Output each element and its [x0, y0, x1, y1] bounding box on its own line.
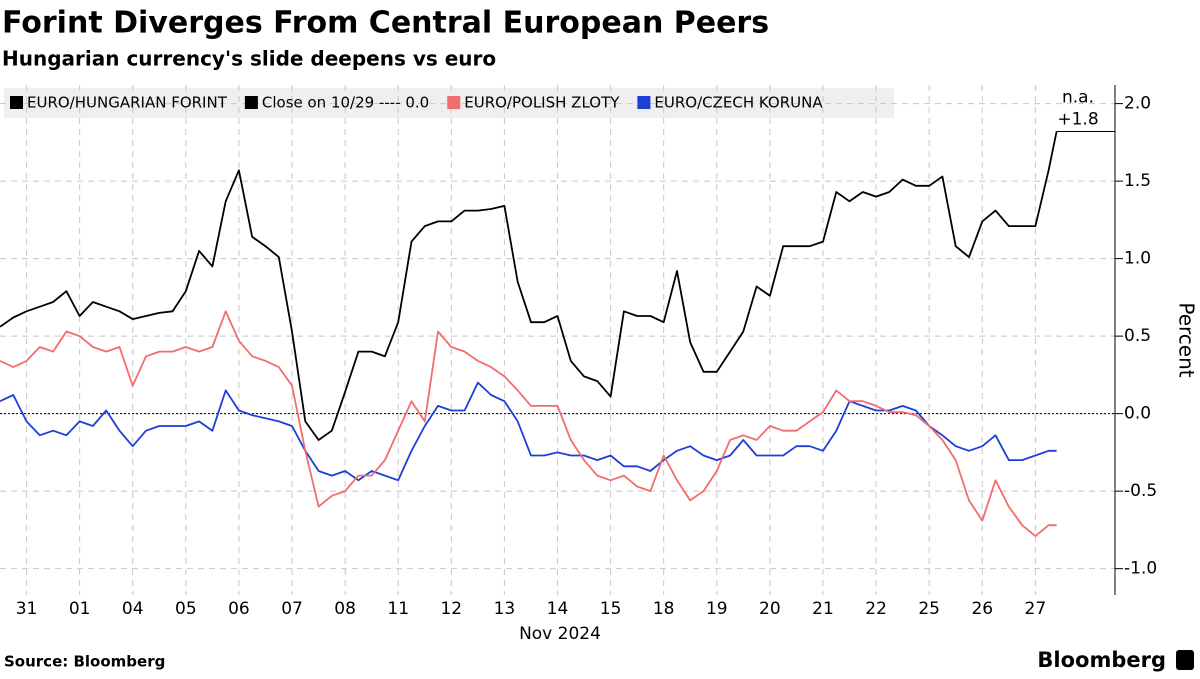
y-axis-label: Percent [1175, 302, 1199, 377]
x-tick-label: 27 [1025, 599, 1047, 619]
y-tick-label: -0.5 [1124, 481, 1157, 501]
x-tick-label: 15 [600, 599, 622, 619]
x-tick-label: 31 [16, 599, 38, 619]
source: Source: Bloomberg [4, 653, 165, 671]
y-tick-label: 0.0 [1124, 404, 1151, 424]
x-tick-label: 08 [334, 599, 356, 619]
y-tick-label: 1.0 [1124, 249, 1151, 269]
legend-swatch [637, 96, 651, 109]
x-tick-label: 12 [440, 599, 462, 619]
end-label: +1.8 [1057, 110, 1098, 130]
x-tick-label: 13 [494, 599, 516, 619]
y-tick-label: 0.5 [1124, 326, 1151, 346]
x-tick-label: 26 [971, 599, 993, 619]
series-line [0, 310, 1057, 537]
x-tick-label: 19 [706, 599, 728, 619]
x-tick-label: 07 [281, 599, 303, 619]
grid [0, 85, 1115, 595]
y-tick-label: -1.0 [1124, 559, 1157, 579]
x-tick-label: 05 [175, 599, 197, 619]
legend-swatch [244, 96, 258, 109]
x-tick-label: 20 [759, 599, 781, 619]
legend-label: EURO/POLISH ZLOTY [464, 94, 620, 112]
series-line [0, 381, 1057, 482]
x-tick-label: 04 [122, 599, 144, 619]
brand-icon [1176, 650, 1194, 670]
legend-swatch [10, 96, 23, 109]
x-tick-label: 22 [865, 599, 887, 619]
legend-swatch [447, 96, 461, 109]
legend-label: EURO/CZECH KORUNA [654, 94, 823, 112]
chart-subtitle: Hungarian currency's slide deepens vs eu… [2, 47, 496, 71]
x-tick-label: 06 [228, 599, 250, 619]
x-tick-label: 25 [918, 599, 940, 619]
end-label: n.a. [1062, 88, 1094, 108]
x-tick-label: 14 [547, 599, 569, 619]
chart-title: Forint Diverges From Central European Pe… [2, 6, 769, 41]
legend-label: EURO/HUNGARIAN FORINT [27, 94, 228, 112]
y-tick-label: 1.5 [1124, 171, 1151, 191]
y-tick-label: 2.0 [1124, 94, 1151, 114]
series-line [0, 131, 1058, 441]
legend-label: Close on 10/29 ---- 0.0 [262, 94, 429, 112]
x-tick-label: 18 [653, 599, 675, 619]
x-axis-label: Nov 2024 [519, 624, 601, 644]
x-tick-label: 11 [387, 599, 409, 619]
brand: Bloomberg [1037, 648, 1166, 672]
x-tick-label: 21 [812, 599, 834, 619]
x-tick-label: 01 [69, 599, 91, 619]
